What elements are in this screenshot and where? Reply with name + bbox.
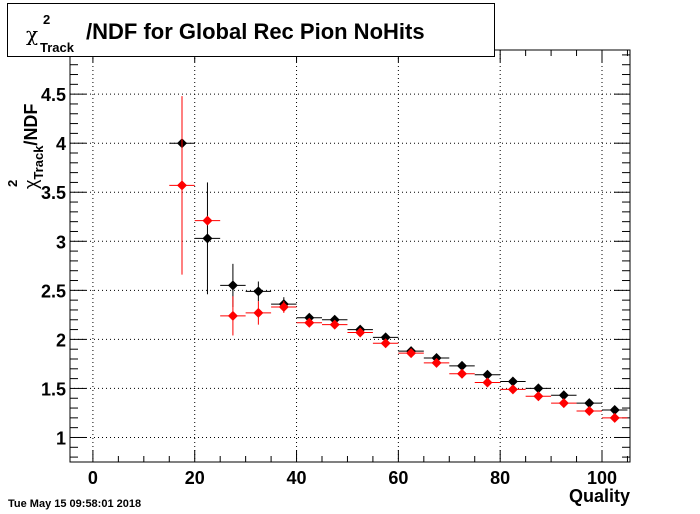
data-point <box>227 280 238 291</box>
y-axis-title: χTrack/NDF 2 <box>5 104 46 189</box>
grid-lines <box>70 50 630 462</box>
y-tick-label: 1 <box>56 428 66 448</box>
y-axis-chi-symbol: χ <box>21 179 41 189</box>
data-point <box>482 369 493 380</box>
series-1 <box>169 96 628 423</box>
plot-frame <box>69 49 631 463</box>
axis-ticks <box>70 50 630 462</box>
data-point <box>202 215 213 226</box>
x-tick-label: 60 <box>388 468 408 488</box>
y-tick-label: 4 <box>56 134 66 154</box>
data-point <box>380 338 391 349</box>
x-tick-label: 40 <box>287 468 307 488</box>
data-point <box>177 180 187 191</box>
data-point <box>533 383 544 394</box>
y-axis-subscript: Track <box>31 145 46 180</box>
y-tick-label: 1.5 <box>41 379 66 399</box>
x-tick-label: 80 <box>490 468 510 488</box>
title-subscript: Track <box>40 40 75 55</box>
data-point <box>431 357 442 368</box>
y-tick-label: 4.5 <box>41 85 66 105</box>
data-point <box>304 317 315 328</box>
x-axis-title: Quality <box>569 486 630 506</box>
title-chi-symbol: χ <box>26 22 38 46</box>
data-point <box>355 327 366 338</box>
y-axis-label-text: /NDF <box>21 104 41 146</box>
data-point <box>507 384 518 395</box>
y-tick-label: 3 <box>56 232 66 252</box>
data-point <box>584 398 595 409</box>
data-point <box>329 319 340 330</box>
data-point <box>609 405 620 416</box>
title-superscript: 2 <box>43 12 50 27</box>
y-axis-superscript: 2 <box>5 180 20 187</box>
data-point <box>457 360 467 371</box>
x-tick-label: 100 <box>587 468 617 488</box>
y-tick-label: 2.5 <box>41 281 66 301</box>
data-point <box>457 368 467 379</box>
data-point <box>558 390 569 401</box>
series-0 <box>169 138 628 416</box>
data-point <box>406 348 417 359</box>
y-tick-label: 2 <box>56 330 66 350</box>
tick-labels: 0 20 40 60 80 100 1 1.5 2 2.5 3 3.5 4 4.5 <box>41 85 617 488</box>
data-series <box>169 96 628 423</box>
data-point <box>227 310 238 321</box>
data-point <box>507 376 518 387</box>
data-point <box>609 412 620 423</box>
data-point <box>253 307 264 318</box>
timestamp: Tue May 15 09:58:01 2018 <box>8 498 142 510</box>
x-tick-label: 20 <box>185 468 205 488</box>
data-point <box>482 377 493 388</box>
data-point <box>202 233 213 244</box>
chart-title: /NDF for Global Rec Pion NoHits <box>86 19 425 44</box>
data-point <box>584 405 595 416</box>
svg-text:χTrack/NDF: χTrack/NDF <box>21 104 46 189</box>
data-point <box>380 332 391 343</box>
chart-title-box: χ 2 Track /NDF for Global Rec Pion NoHit… <box>7 3 495 57</box>
y-tick-label: 3.5 <box>41 183 66 203</box>
x-tick-label: 0 <box>88 468 98 488</box>
data-point <box>533 391 544 402</box>
data-point <box>253 286 264 297</box>
data-point <box>278 302 289 313</box>
data-point <box>558 398 569 409</box>
